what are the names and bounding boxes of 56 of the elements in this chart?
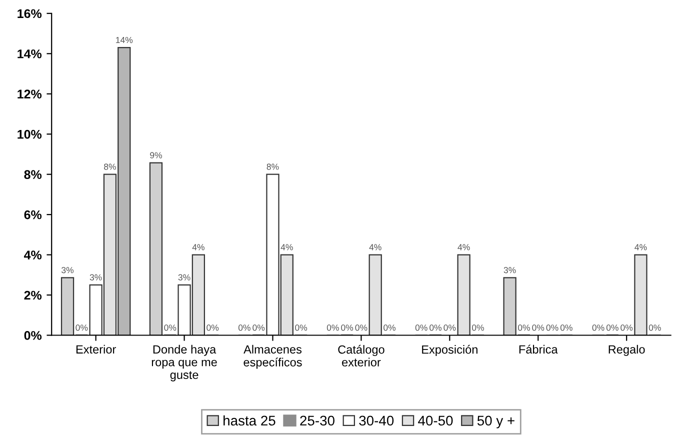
data-label: 0% — [326, 324, 339, 331]
data-label: 0% — [238, 324, 250, 331]
data-label: 8% — [266, 164, 279, 170]
y-tick-label: 16% — [18, 9, 42, 18]
data-label: 9% — [150, 152, 162, 158]
data-label: 0% — [295, 324, 308, 331]
data-label: 0% — [518, 324, 530, 331]
data-label: 4% — [369, 244, 382, 250]
y-tick-label: 14% — [18, 49, 42, 58]
data-label: 3% — [178, 274, 190, 280]
legend-label: 30-40 — [359, 416, 394, 426]
data-label: 0% — [252, 324, 265, 331]
data-label: 0% — [444, 324, 456, 331]
data-label: 0% — [76, 324, 88, 331]
data-label: 0% — [341, 324, 354, 331]
y-tick-label: 6% — [24, 210, 42, 220]
data-label: 4% — [458, 244, 470, 250]
y-tick-label: 10% — [18, 130, 42, 139]
data-label: 3% — [504, 267, 516, 274]
x-tick-label: Donde haya ropa que me guste — [152, 344, 217, 382]
data-label: 0% — [430, 324, 442, 331]
x-tick-label: Almacenes específicos — [244, 344, 302, 369]
data-label: 0% — [648, 324, 661, 331]
data-label: 4% — [634, 244, 647, 250]
data-label: 0% — [560, 324, 572, 331]
y-tick-label: 8% — [24, 170, 42, 179]
y-tick-label: 12% — [18, 90, 42, 98]
x-tick-label: Regalo — [608, 344, 645, 356]
data-label: 0% — [472, 324, 484, 331]
y-tick-label: 2% — [24, 290, 42, 300]
x-tick-label: Exterior — [76, 344, 116, 354]
data-label: 0% — [620, 324, 633, 331]
data-label: 0% — [384, 324, 396, 331]
data-label: 0% — [415, 324, 428, 331]
legend-label: 50 y + — [477, 416, 514, 428]
data-label: 0% — [606, 324, 618, 331]
x-tick-label: Exposición — [422, 344, 478, 356]
data-label: 0% — [532, 324, 544, 331]
legend-label: 40-50 — [418, 416, 453, 426]
data-label: 4% — [280, 244, 293, 250]
y-tick-label: 4% — [24, 250, 42, 260]
data-label: 14% — [116, 36, 133, 44]
data-label: 0% — [164, 324, 176, 331]
data-label: 3% — [62, 267, 74, 274]
legend-label: hasta 25 — [224, 415, 276, 426]
y-tick-label: 0% — [24, 331, 42, 340]
data-label: 0% — [355, 324, 368, 331]
x-tick-label: Catálogo exterior — [338, 344, 384, 366]
data-label: 0% — [546, 324, 558, 331]
data-label: 0% — [206, 324, 219, 331]
data-label: 8% — [104, 164, 116, 170]
data-label: 4% — [192, 244, 204, 250]
legend-label: 25-30 — [300, 416, 334, 426]
x-tick-label: Fábrica — [519, 344, 558, 354]
data-label: 0% — [592, 324, 604, 331]
data-label: 3% — [90, 274, 102, 280]
